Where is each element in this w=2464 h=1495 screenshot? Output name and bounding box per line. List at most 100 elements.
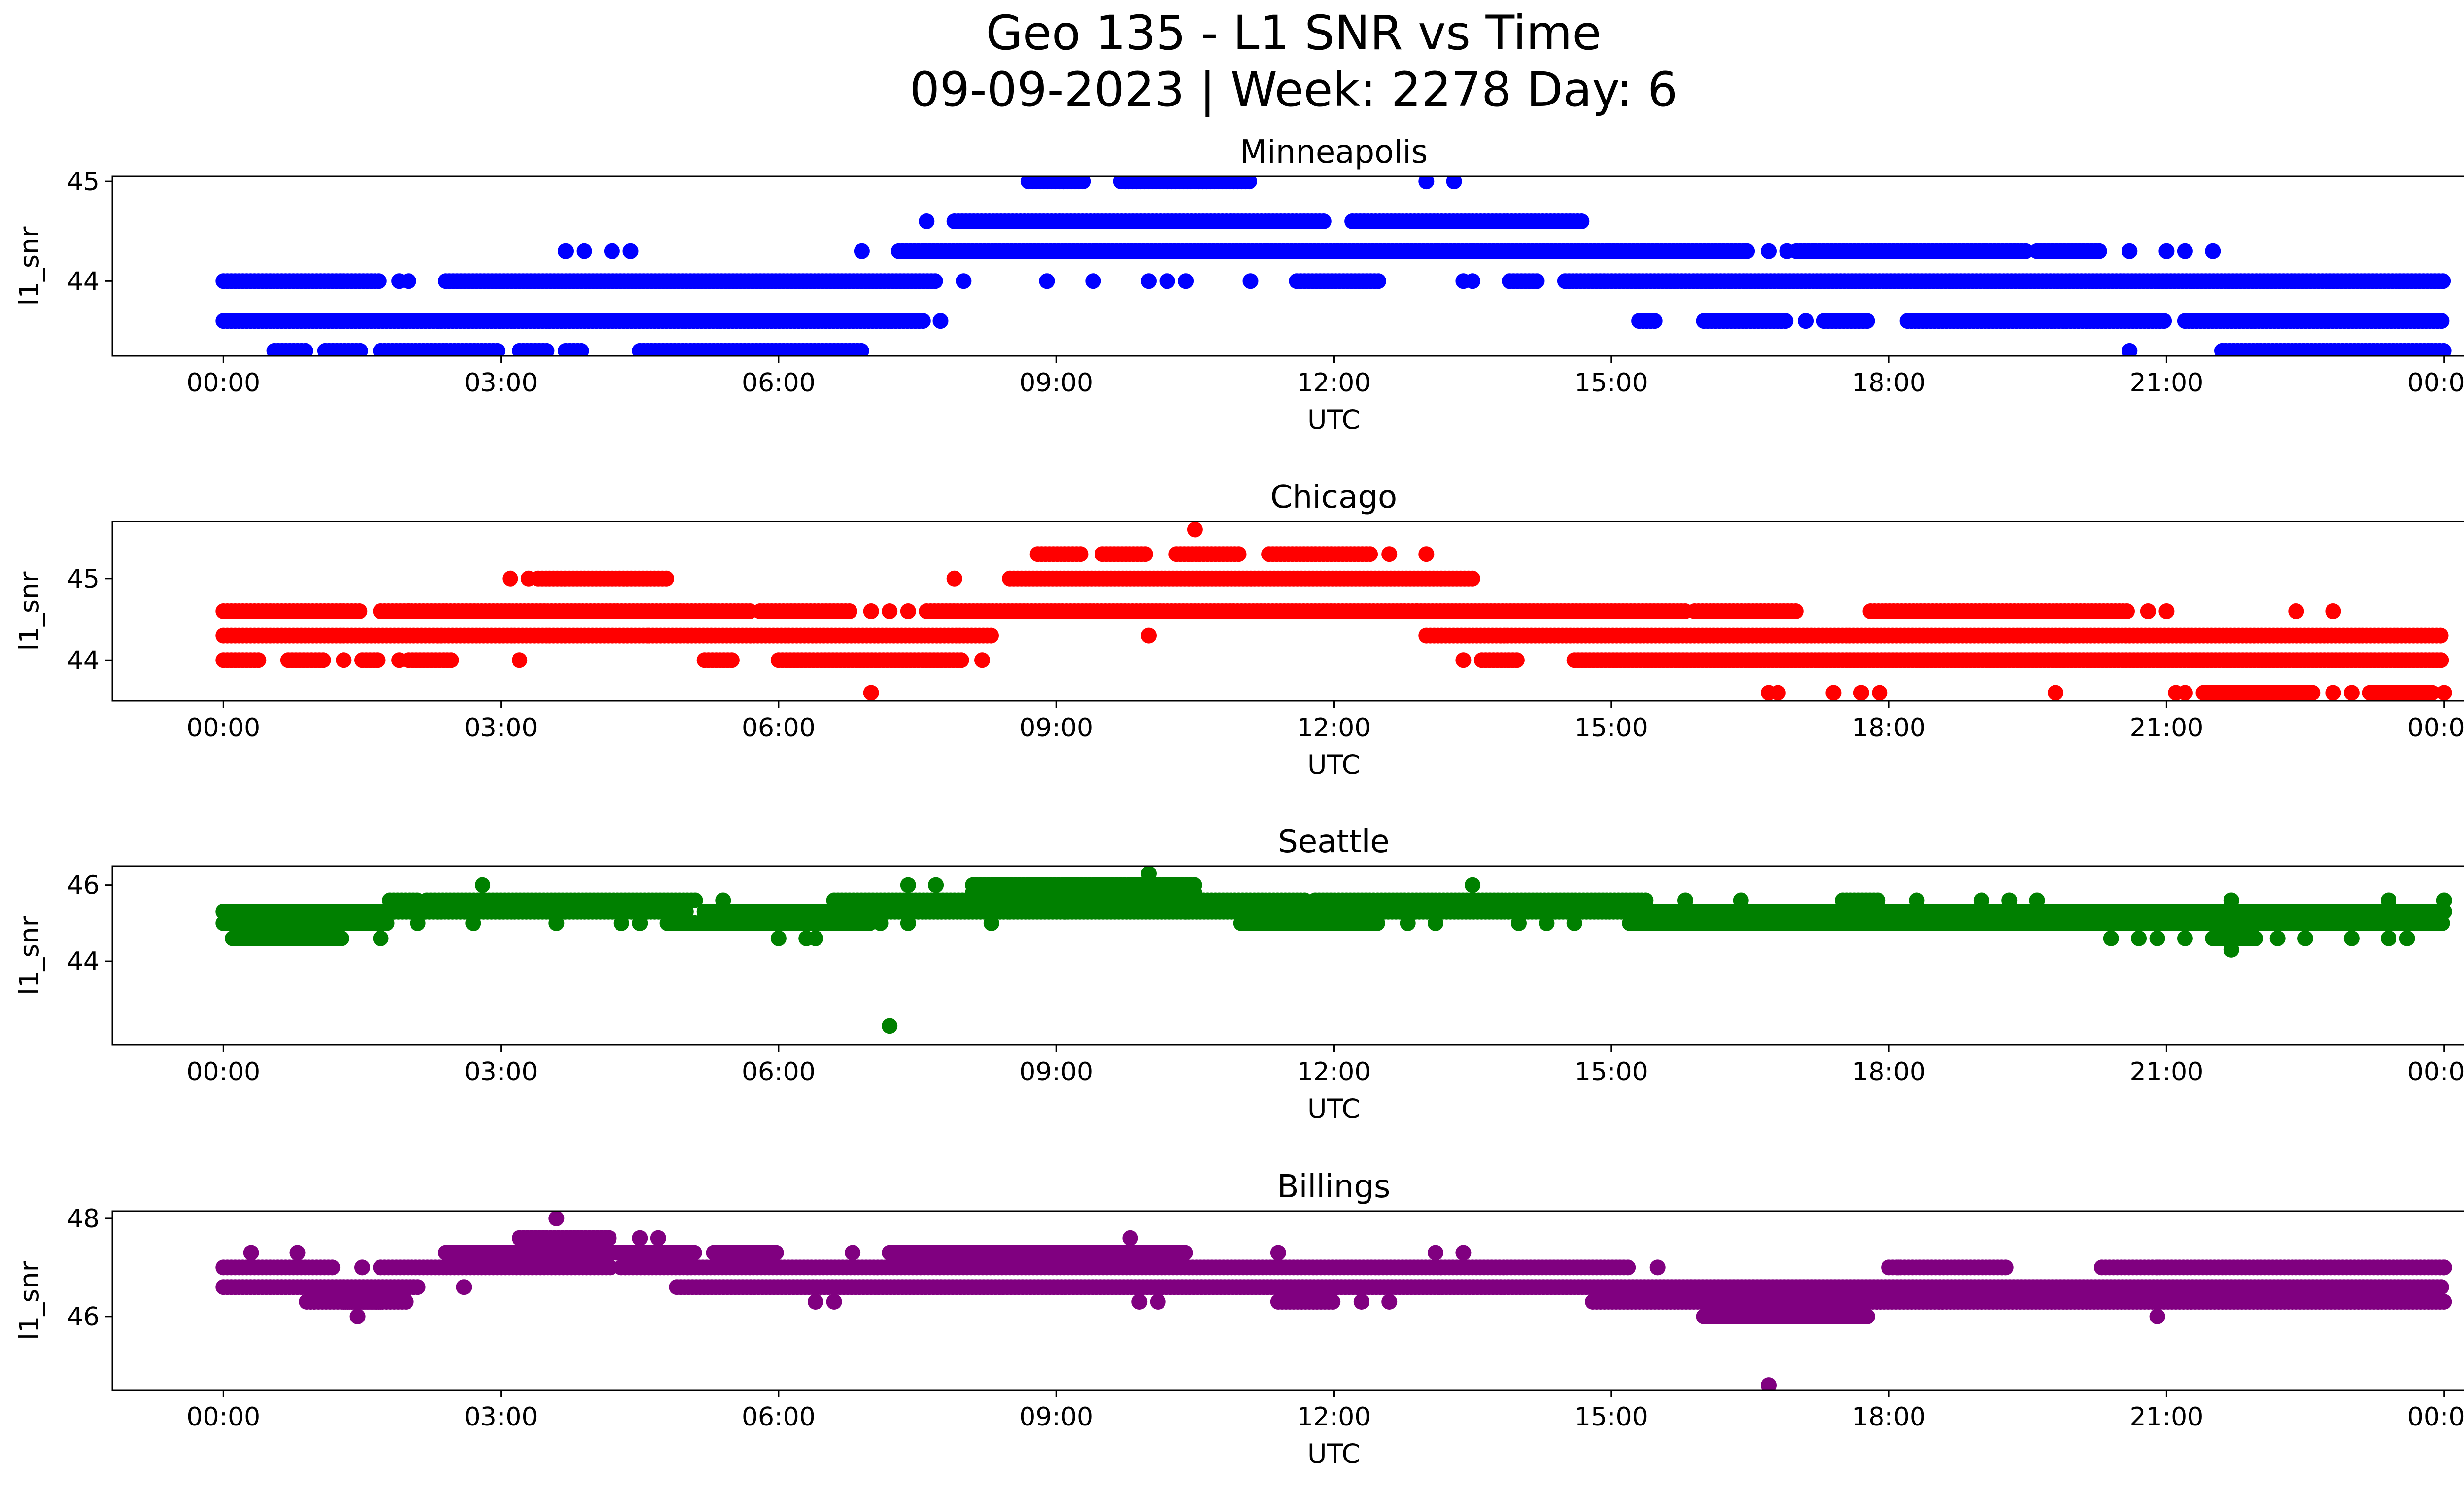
data-point [2432,627,2449,644]
scatter-series-minneapolis [215,176,2452,356]
x-tick-label: 06:00 [742,1057,816,1087]
data-point [1231,546,1247,562]
data-point [1798,313,1814,329]
data-point [2288,603,2304,619]
data-point [658,570,674,587]
data-point [1787,603,1804,619]
data-point [443,652,459,668]
y-axis-label: l1_snr [14,571,45,651]
data-point [1761,243,1777,259]
data-point [333,930,349,946]
data-point [956,273,972,289]
subplot-title: Billings [1277,1169,1391,1205]
data-point [1072,546,1089,562]
data-point [1141,866,1157,882]
data-point [1085,273,1101,289]
data-point [2177,243,2193,259]
scatter-series-billings [215,1211,2452,1390]
data-point [2131,930,2147,946]
data-point [1778,313,1794,329]
figure-title-line2: 09-09-2023 | Week: 2278 Day: 6 [910,62,1678,118]
data-point [1381,546,1398,562]
data-point [2119,603,2135,619]
data-point [1455,652,1472,668]
data-point [1870,892,1886,908]
data-point [2140,603,2156,619]
data-point [2091,243,2107,259]
x-tick-label: 12:00 [1297,368,1371,398]
data-point [512,652,528,668]
data-point [336,652,352,668]
data-point [1381,1294,1398,1310]
scatter-series-seattle [215,866,2452,1034]
data-point [2048,685,2064,701]
data-point [539,343,555,356]
data-point [1159,273,1175,289]
x-axis-label: UTC [1307,749,1360,780]
data-point [2149,1308,2165,1324]
x-tick-label: 18:00 [1852,1057,1926,1087]
data-point [2436,892,2452,908]
data-point [475,877,491,893]
scatter-series-chicago [215,522,2452,701]
data-point [1137,546,1153,562]
data-point [2122,243,2138,259]
data-point [1825,685,1842,701]
data-point [2343,685,2360,701]
x-tick-label: 06:00 [742,368,816,398]
data-point [687,892,703,908]
data-point [1418,546,1435,562]
data-point [373,930,389,946]
data-point [808,1294,823,1310]
x-tick-label: 09:00 [1019,368,1093,398]
data-point [502,570,518,587]
data-point [826,1294,842,1310]
data-point [558,243,574,259]
x-tick-label: 00:00 [186,368,260,398]
data-point [349,1308,366,1324]
data-point [1370,273,1386,289]
x-tick-label: 15:00 [1574,1057,1648,1087]
data-point [882,1018,898,1034]
data-point [2269,930,2286,946]
data-point [2177,685,2193,701]
data-point [1178,273,1194,289]
data-point [1075,176,1091,190]
data-point [1141,273,1157,289]
data-point [2001,892,2018,908]
x-tick-label: 00:00 [186,713,260,743]
data-point [1574,213,1590,229]
subplot-title: Minneapolis [1240,134,1428,171]
data-point [2325,603,2341,619]
data-point [1362,546,1378,562]
data-point [2343,930,2360,946]
data-point [1859,313,1875,329]
data-point [1150,1294,1166,1310]
data-point [2436,904,2452,920]
x-tick-label: 12:00 [1297,1057,1371,1087]
data-point [2149,930,2165,946]
data-point [315,652,331,668]
y-tick-label: 45 [67,167,100,197]
data-point [900,603,916,619]
y-axis-label: l1_snr [14,915,45,995]
data-point [2223,892,2239,908]
data-point [2304,685,2321,701]
data-point [2248,930,2263,946]
x-tick-label: 09:00 [1019,713,1093,743]
data-point [400,273,416,289]
data-point [1325,1294,1341,1310]
data-point [1859,1308,1875,1324]
y-tick-label: 46 [67,871,100,901]
data-point [919,213,935,229]
data-point [915,313,931,329]
data-point [1646,313,1663,329]
data-point [953,652,969,668]
data-point [2424,685,2440,701]
data-point [1187,522,1203,538]
data-point [1241,176,1257,190]
data-point [900,877,916,893]
data-point [854,243,870,259]
